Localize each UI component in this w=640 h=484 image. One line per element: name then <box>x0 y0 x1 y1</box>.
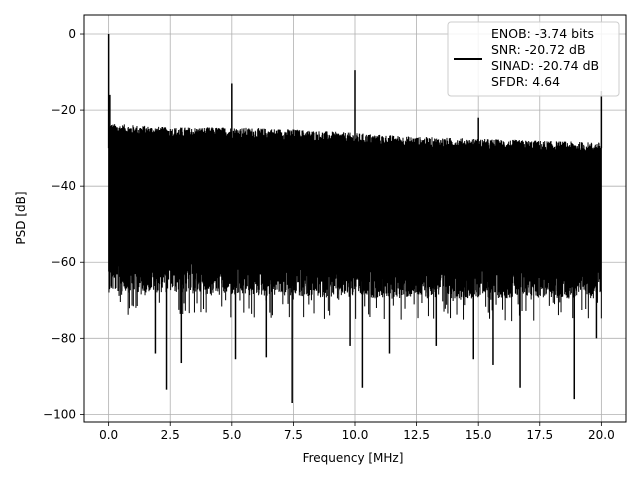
x-tick-label: 10.0 <box>342 428 369 442</box>
x-axis-label: Frequency [MHz] <box>303 451 404 465</box>
x-tick-label: 0.0 <box>99 428 118 442</box>
x-tick-label: 20.0 <box>588 428 615 442</box>
psd-noise-trace <box>108 124 602 322</box>
y-tick-label: −80 <box>51 331 76 345</box>
legend: ENOB: -3.74 bits SNR: -20.72 dB SINAD: -… <box>447 21 620 97</box>
x-tick-label: 17.5 <box>526 428 553 442</box>
x-tick-label: 15.0 <box>465 428 492 442</box>
y-tick-label: −100 <box>43 407 76 421</box>
y-tick-label: −20 <box>51 103 76 117</box>
y-tick-label: 0 <box>68 27 76 41</box>
plot-area <box>107 34 603 403</box>
y-axis-label: PSD [dB] <box>14 191 28 244</box>
x-tick-label: 12.5 <box>403 428 430 442</box>
x-axis-ticks: 0.0 2.5 5.0 7.5 10.0 12.5 15.0 17.5 20.0 <box>99 422 615 442</box>
y-tick-label: −60 <box>51 255 76 269</box>
x-tick-label: 2.5 <box>161 428 180 442</box>
x-tick-label: 7.5 <box>284 428 303 442</box>
legend-box <box>447 21 620 97</box>
legend-snr: SNR: -20.72 dB <box>491 42 586 57</box>
legend-enob: ENOB: -3.74 bits <box>491 26 594 41</box>
y-axis-ticks: 0 −20 −40 −60 −80 −100 <box>43 27 84 421</box>
legend-sinad: SINAD: -20.74 dB <box>491 58 599 73</box>
legend-sfdr: SFDR: 4.64 <box>491 74 560 89</box>
y-tick-label: −40 <box>51 179 76 193</box>
x-tick-label: 5.0 <box>222 428 241 442</box>
